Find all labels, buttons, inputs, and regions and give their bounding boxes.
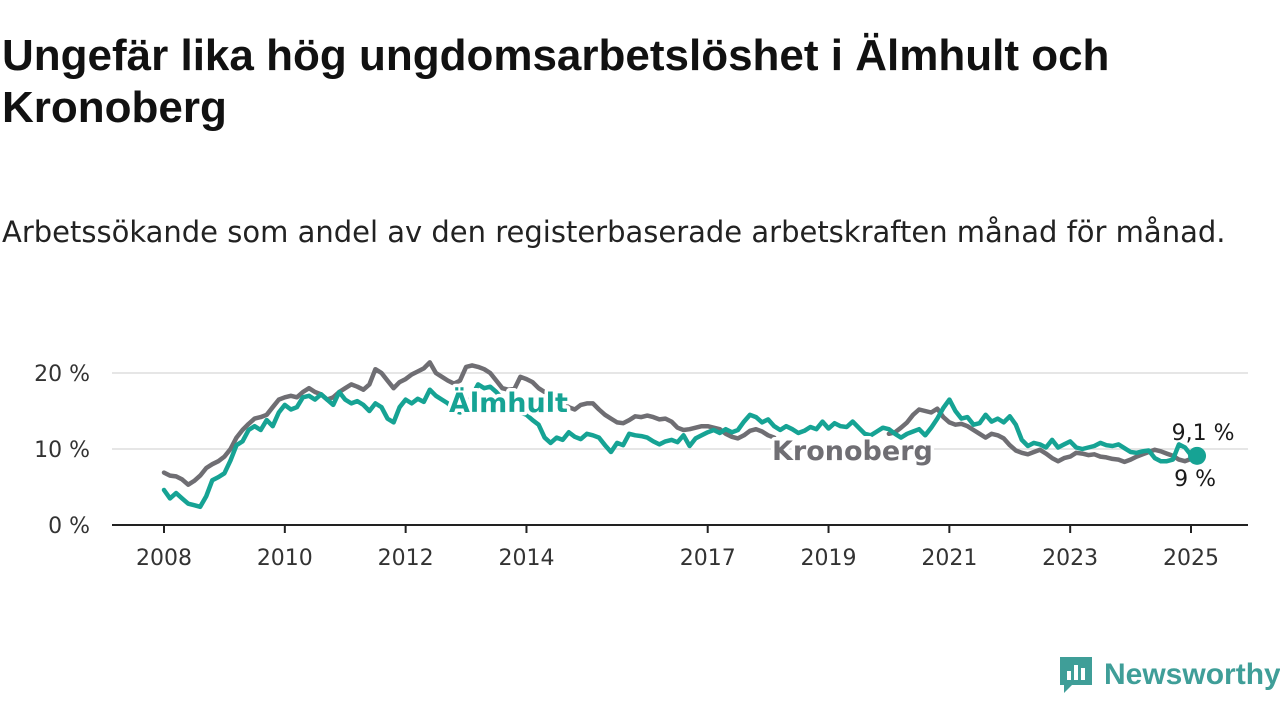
series-line-kronoberg <box>161 360 777 487</box>
x-tick-label: 2017 <box>680 546 736 571</box>
end-value-almhult: 9,1 % <box>1172 421 1235 446</box>
x-tick-label: 2012 <box>378 546 434 571</box>
x-tick-label: 2014 <box>498 546 554 571</box>
chart-subtitle: Arbetssökande som andel av den registerb… <box>2 215 1226 249</box>
brand: Newsworthy <box>1058 652 1280 698</box>
series-label-almhult: Älmhult <box>449 387 568 419</box>
end-marker-almhult <box>1188 446 1207 465</box>
end-value-kronoberg: 9 % <box>1174 467 1216 492</box>
brand-name: Newsworthy <box>1104 658 1280 691</box>
newsworthy-logo-icon <box>1060 657 1092 693</box>
x-tick-label: 2025 <box>1163 546 1219 571</box>
x-tick-label: 2023 <box>1042 546 1098 571</box>
y-tick-label: 0 % <box>48 514 90 539</box>
y-tick-label: 10 % <box>34 438 90 463</box>
x-tick-label: 2019 <box>801 546 857 571</box>
line-chart: 0 % 10 % 20 % 2008 2010 2012 2014 2017 2019 2021 2… <box>34 360 1248 571</box>
chart-title: Ungefär lika hög ungdomsarbetslöshet i Ä… <box>2 31 1110 132</box>
series-label-kronoberg: Kronoberg <box>772 436 933 467</box>
y-tick-label: 20 % <box>34 362 90 387</box>
x-tick-label: 2021 <box>921 546 977 571</box>
x-tick-label: 2010 <box>257 546 313 571</box>
x-tick-label: 2008 <box>136 546 192 571</box>
series-line-lmhult <box>161 382 1200 510</box>
